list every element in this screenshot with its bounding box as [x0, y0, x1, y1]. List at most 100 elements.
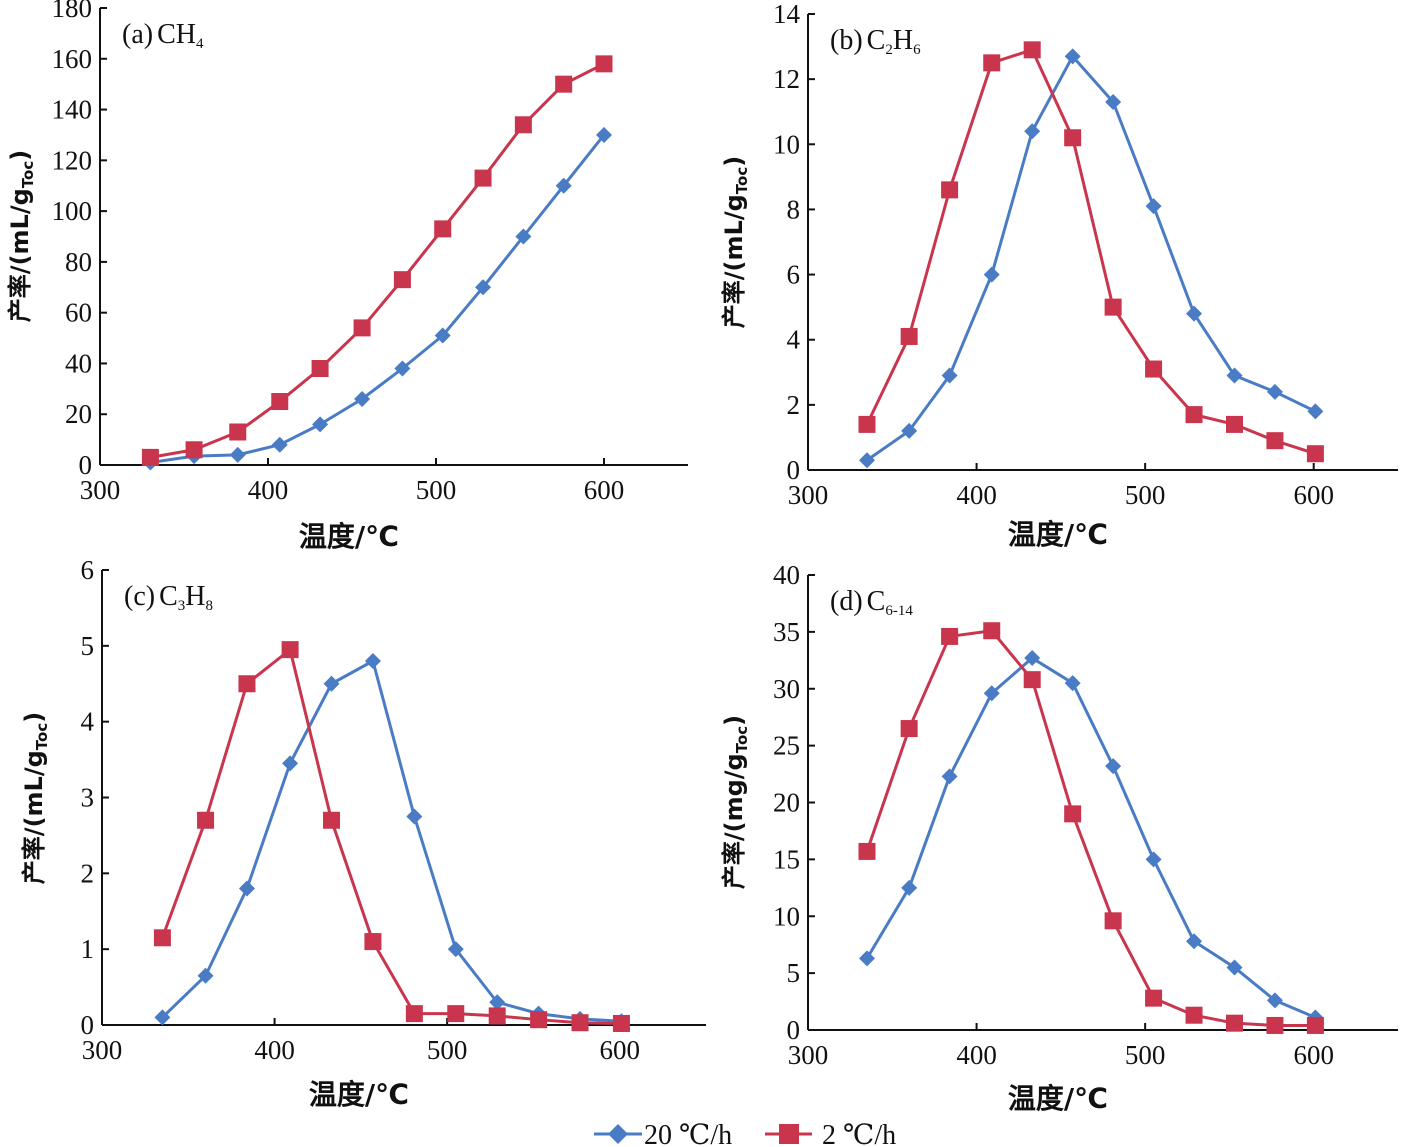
data-point-diamond [1064, 675, 1081, 692]
data-point-diamond [238, 880, 255, 897]
data-point-diamond [197, 967, 214, 984]
data-point-square [185, 441, 203, 459]
title-title-sub2: 8 [206, 598, 214, 614]
y-label-sub: Toc [33, 723, 51, 750]
data-point-diamond [323, 675, 340, 692]
data-point-square [1064, 805, 1082, 823]
legend-marker-diamond [608, 1124, 628, 1144]
data-point-square [1306, 1016, 1324, 1034]
data-point-square [1225, 415, 1243, 433]
y-label-main: 产率/(mL/g [720, 194, 748, 328]
y-label-end: ) [720, 715, 748, 726]
series-line [865, 629, 1316, 1027]
data-point-square [595, 55, 613, 73]
y-tick-label: 10 [773, 901, 800, 931]
x-tick-label: 500 [1125, 480, 1166, 510]
data-point-diamond [1266, 992, 1283, 1009]
data-point-square [153, 929, 171, 947]
y-tick-label: 0 [787, 1015, 801, 1045]
x-tick-label: 300 [80, 475, 121, 505]
y-tick-label: 2 [787, 390, 801, 420]
y-tick-label: 40 [65, 348, 92, 378]
y-tick-label: 14 [773, 0, 801, 29]
data-point-square [941, 181, 959, 199]
data-point-diamond [354, 390, 371, 407]
data-point-square [900, 720, 918, 738]
data-point-diamond [1145, 851, 1162, 868]
y-tick-label: 4 [81, 707, 95, 737]
data-point-diamond [406, 808, 423, 825]
y-tick-label: 180 [52, 0, 93, 23]
data-point-square [1023, 41, 1041, 59]
data-point-square [434, 220, 452, 238]
y-label-sub: Toc [733, 167, 751, 194]
series-blue [859, 48, 1324, 469]
data-point-diamond [596, 126, 612, 143]
data-point-square [281, 641, 299, 659]
data-point-square [612, 1014, 630, 1032]
y-tick-label: 0 [81, 1010, 95, 1040]
chart-panel-4: 0 5 10 15 20 25 30 35 40 300 400 500 600 (d) C6-14 产率/(… [720, 560, 1398, 1115]
y-tick-label: 6 [787, 260, 801, 290]
title-panel-label: (b) [830, 25, 863, 56]
data-point-diamond [1024, 650, 1041, 667]
y-tick-label: 3 [81, 783, 95, 813]
y-tick-label: 40 [773, 560, 800, 590]
series-blue [859, 650, 1324, 1026]
x-tick-label: 300 [788, 480, 829, 510]
x-tick-label: 300 [82, 1035, 123, 1065]
title-title-main2: H [893, 25, 913, 56]
data-point-square [1266, 432, 1284, 450]
title-title-main: CH [157, 19, 196, 50]
data-point-diamond [1186, 933, 1203, 950]
data-point-square [229, 423, 247, 441]
series-line [150, 62, 605, 459]
legend-item-2: 2 ℃/h [765, 1120, 896, 1147]
data-point-square [353, 319, 371, 337]
y-tick-label: 5 [787, 958, 801, 988]
y-label-main: 产率/(mL/g [20, 750, 48, 884]
y-label-main: 产率/(mg/g [720, 753, 748, 889]
legend: 20 ℃/h 2 ℃/h [594, 1120, 896, 1147]
data-point-square [1185, 1006, 1203, 1024]
data-point-square [1104, 912, 1122, 930]
data-point-square [141, 448, 159, 466]
data-point-diamond [1064, 48, 1081, 65]
y-tick-label: 160 [52, 44, 93, 74]
series-red [153, 641, 630, 1032]
series-red [858, 41, 1324, 463]
data-point-diamond [901, 879, 918, 896]
title-title-main: C [159, 581, 178, 612]
panel-title: (d) C6-14 [830, 586, 913, 619]
title-title-sub: 6-14 [885, 603, 913, 619]
data-point-square [238, 675, 256, 693]
y-axis-label: 产率/(mL/gToc) [20, 712, 51, 884]
legend-label-2: 2 ℃/h [822, 1120, 896, 1147]
y-label-end: ) [720, 156, 748, 167]
y-label-sub: Toc [19, 161, 37, 188]
legend-item-20: 20 ℃/h [594, 1120, 732, 1147]
y-tick-label: 2 [81, 858, 95, 888]
series-line [865, 48, 1316, 456]
x-tick-label: 400 [248, 475, 289, 505]
data-point-square [447, 1005, 465, 1023]
x-tick-label: 600 [584, 475, 625, 505]
data-point-diamond [1105, 93, 1122, 110]
series-line [160, 648, 622, 1025]
data-point-diamond [1307, 403, 1324, 420]
data-point-square [474, 169, 492, 187]
x-tick-label: 500 [427, 1035, 468, 1065]
y-tick-label: 20 [65, 399, 92, 429]
data-point-diamond [941, 367, 958, 384]
title-title-sub: 3 [178, 598, 186, 614]
data-point-square [1064, 129, 1082, 147]
data-point-diamond [515, 228, 532, 245]
series-line [866, 54, 1317, 462]
data-point-diamond [271, 436, 288, 453]
data-point-square [530, 1011, 548, 1029]
data-point-square [393, 271, 411, 289]
data-point-diamond [489, 994, 506, 1011]
